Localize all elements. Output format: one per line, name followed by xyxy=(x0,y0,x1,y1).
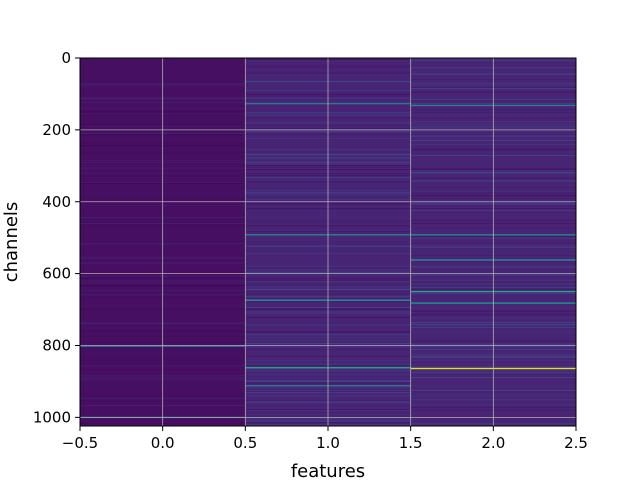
y-axis-label: channels xyxy=(1,202,22,283)
y-tick-label: 200 xyxy=(42,121,71,139)
y-axis-ticks: 0 200 400 600 800 1000 xyxy=(33,49,80,426)
x-tick-label: 0.0 xyxy=(151,434,175,452)
y-tick-label: 0 xyxy=(61,49,71,67)
y-tick-label: 400 xyxy=(42,193,71,211)
y-tick-label: 800 xyxy=(42,337,71,355)
y-tick-label: 600 xyxy=(42,265,71,283)
x-tick-label: 1.0 xyxy=(316,434,340,452)
x-tick-label: −0.5 xyxy=(62,434,98,452)
x-axis-label: features xyxy=(291,461,365,480)
grid-lines xyxy=(79,57,577,426)
y-tick-label: 1000 xyxy=(33,408,71,426)
x-axis-ticks: −0.5 0.0 0.5 1.0 1.5 2.0 2.5 xyxy=(62,426,588,452)
x-tick-label: 2.5 xyxy=(564,434,588,452)
x-tick-label: 0.5 xyxy=(233,434,257,452)
x-tick-label: 1.5 xyxy=(399,434,423,452)
x-tick-label: 2.0 xyxy=(481,434,505,452)
